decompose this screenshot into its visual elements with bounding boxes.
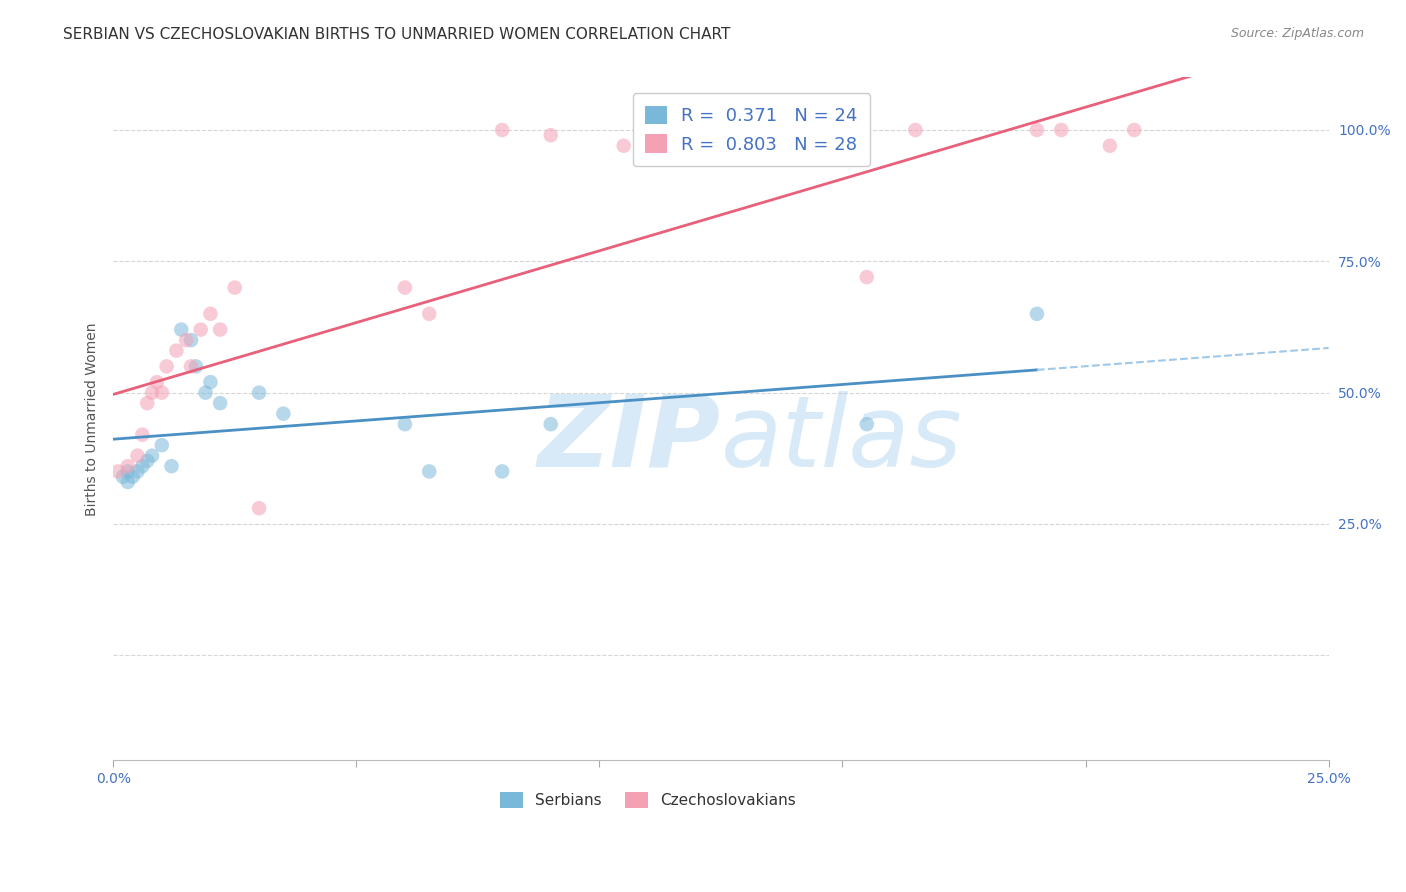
Point — [107, 465, 129, 479]
Point — [141, 449, 163, 463]
Point — [224, 280, 246, 294]
Point — [165, 343, 187, 358]
Point — [247, 501, 270, 516]
Point — [855, 270, 877, 285]
Point — [150, 438, 173, 452]
Point — [160, 459, 183, 474]
Point — [174, 333, 197, 347]
Point — [1123, 123, 1146, 137]
Point — [190, 323, 212, 337]
Text: Source: ZipAtlas.com: Source: ZipAtlas.com — [1230, 27, 1364, 40]
Point — [491, 123, 513, 137]
Point — [540, 128, 562, 143]
Legend: Serbians, Czechoslovakians: Serbians, Czechoslovakians — [494, 786, 801, 814]
Point — [209, 323, 232, 337]
Point — [136, 396, 159, 410]
Text: SERBIAN VS CZECHOSLOVAKIAN BIRTHS TO UNMARRIED WOMEN CORRELATION CHART: SERBIAN VS CZECHOSLOVAKIAN BIRTHS TO UNM… — [63, 27, 731, 42]
Text: atlas: atlas — [721, 391, 963, 488]
Point — [904, 123, 927, 137]
Y-axis label: Births to Unmarried Women: Births to Unmarried Women — [86, 322, 100, 516]
Point — [127, 465, 149, 479]
Point — [150, 385, 173, 400]
Point — [1050, 123, 1073, 137]
Point — [180, 333, 202, 347]
Point — [117, 459, 139, 474]
Point — [418, 307, 440, 321]
Point — [200, 375, 222, 389]
Point — [121, 469, 143, 483]
Point — [855, 417, 877, 432]
Point — [273, 407, 295, 421]
Point — [247, 385, 270, 400]
Point — [117, 475, 139, 489]
Point — [131, 459, 153, 474]
Point — [1026, 307, 1049, 321]
Point — [613, 138, 636, 153]
Point — [394, 280, 416, 294]
Point — [180, 359, 202, 374]
Point — [136, 454, 159, 468]
Point — [418, 465, 440, 479]
Point — [156, 359, 179, 374]
Point — [131, 427, 153, 442]
Point — [540, 417, 562, 432]
Point — [146, 375, 169, 389]
Point — [141, 385, 163, 400]
Point — [491, 465, 513, 479]
Point — [1098, 138, 1121, 153]
Point — [111, 469, 134, 483]
Point — [184, 359, 207, 374]
Text: ZIP: ZIP — [538, 391, 721, 488]
Point — [127, 449, 149, 463]
Point — [117, 465, 139, 479]
Point — [170, 323, 193, 337]
Point — [394, 417, 416, 432]
Point — [200, 307, 222, 321]
Point — [209, 396, 232, 410]
Point — [194, 385, 217, 400]
Point — [1026, 123, 1049, 137]
